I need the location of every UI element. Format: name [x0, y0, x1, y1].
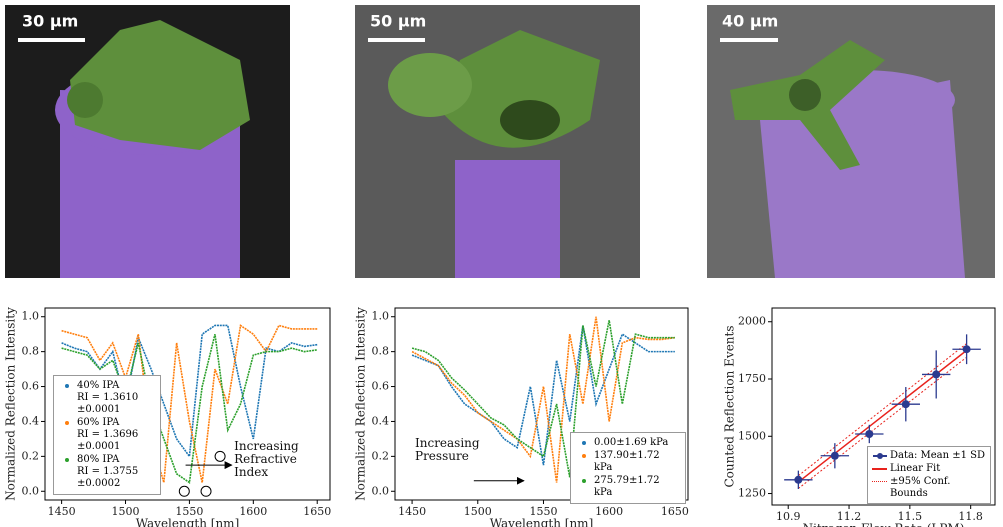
data-point: [932, 370, 940, 378]
y-tick-label: 0.8: [372, 345, 390, 358]
legend-marker: [872, 450, 890, 462]
data-point: [831, 452, 839, 460]
y-tick-label: 0.6: [22, 380, 40, 393]
y-tick-label: 0.2: [22, 449, 40, 462]
legend-errbar: [873, 455, 887, 457]
annotation: Increasing Refractive Index: [234, 440, 299, 479]
figure: 30 μm 50 μm 40 μm 145015001550160016500.…: [0, 0, 1003, 527]
legend-marker: [59, 454, 77, 466]
x-axis-label: Wavelength [nm]: [136, 517, 240, 527]
y-tick-label: 0.4: [22, 414, 40, 427]
sem-image: 50 μm: [355, 5, 640, 278]
legend-label: ±95% Conf. Bounds: [890, 476, 986, 500]
legend-marker: [872, 476, 890, 488]
sem-image: 40 μm: [707, 5, 995, 278]
legend-dot: [65, 421, 69, 425]
legend-entry: 0.00±1.69 kPa: [576, 437, 680, 449]
annotation-circle: [215, 451, 225, 461]
legend-label: 275.79±1.72 kPa: [594, 475, 680, 499]
legend-dot: [65, 458, 69, 462]
y-tick-label: 1.0: [372, 310, 390, 323]
legend-line: [872, 481, 887, 482]
legend-label: 40% IPA RI = 1.3610 ±0.0001: [77, 380, 138, 416]
legend-entry: Linear Fit: [872, 463, 986, 475]
legend-label: 80% IPA RI = 1.3755 ±0.0002: [77, 454, 138, 490]
legend-dot: [582, 479, 586, 483]
legend-dot: [65, 384, 69, 388]
y-tick-label: 0.0: [372, 484, 390, 497]
scale-bar-label: 40 μm: [722, 12, 778, 31]
y-tick-label: 1.0: [22, 310, 40, 323]
x-axis-label: Nitrogen Flow Rate (LPM): [803, 522, 965, 527]
legend-entry: 80% IPA RI = 1.3755 ±0.0002: [59, 454, 155, 490]
legend-marker: [59, 380, 77, 392]
annotation: Increasing Pressure: [415, 437, 480, 463]
x-tick-label: 1650: [661, 505, 689, 518]
legend-marker: [576, 475, 594, 487]
legend-entry: 275.79±1.72 kPa: [576, 475, 680, 499]
legend-line: [872, 468, 887, 470]
x-axis-label: Wavelength [nm]: [490, 517, 594, 527]
legend-marker: [576, 437, 594, 449]
scale-bar-label: 50 μm: [370, 12, 426, 31]
legend-label: 60% IPA RI = 1.3696 ±0.0001: [77, 417, 138, 453]
scale-bar-label: 30 μm: [22, 12, 78, 31]
x-tick-label: 1500: [464, 505, 492, 518]
legend-entry: 40% IPA RI = 1.3610 ±0.0001: [59, 380, 155, 416]
legend-dot: [582, 454, 586, 458]
annotation-circle: [179, 486, 189, 496]
x-tick-label: 1650: [303, 505, 331, 518]
legend-label: 0.00±1.69 kPa: [594, 437, 668, 449]
data-point: [865, 430, 873, 438]
y-axis-label: Normalized Reflection Intensity: [354, 307, 368, 501]
y-tick-label: 0.8: [22, 345, 40, 358]
legend-label: Data: Mean ±1 SD: [890, 450, 985, 462]
x-tick-label: 1450: [398, 505, 426, 518]
legend-label: 137.90±1.72 kPa: [594, 450, 680, 474]
legend-marker: [576, 450, 594, 462]
legend-entry: 60% IPA RI = 1.3696 ±0.0001: [59, 417, 155, 453]
x-tick-label: 1600: [239, 505, 267, 518]
y-tick-label: 0.0: [22, 484, 40, 497]
data-point: [902, 400, 910, 408]
legend-label: Linear Fit: [890, 463, 940, 475]
y-tick-label: 0.6: [372, 380, 390, 393]
x-tick-label: 1450: [48, 505, 76, 518]
y-tick-label: 1750: [738, 372, 766, 385]
annotation-circle: [201, 486, 211, 496]
data-point: [794, 476, 802, 484]
legend-dot: [582, 441, 586, 445]
x-tick-label: 10.9: [776, 510, 801, 523]
legend-entry: 137.90±1.72 kPa: [576, 450, 680, 474]
legend-entry: ±95% Conf. Bounds: [872, 476, 986, 500]
y-axis-label: Normalized Reflection Intensity: [4, 307, 18, 501]
y-tick-label: 0.2: [372, 449, 390, 462]
y-tick-label: 0.4: [372, 414, 390, 427]
y-tick-label: 1500: [738, 429, 766, 442]
legend-marker: [59, 417, 77, 429]
legend-marker: [872, 463, 890, 475]
sem-image: 30 μm: [5, 5, 290, 278]
y-axis-label: Counted Reflection Events: [723, 325, 737, 487]
legend-entry: Data: Mean ±1 SD: [872, 450, 986, 462]
y-tick-label: 1250: [738, 487, 766, 500]
data-point: [963, 345, 971, 353]
x-tick-label: 1600: [595, 505, 623, 518]
y-tick-label: 2000: [738, 315, 766, 328]
